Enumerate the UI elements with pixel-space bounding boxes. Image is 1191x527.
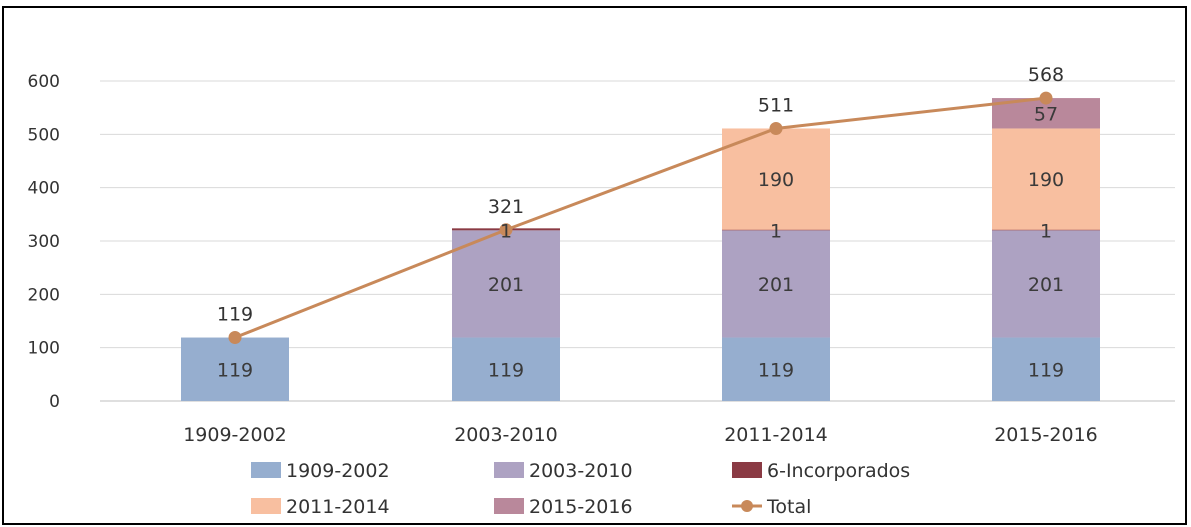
y-tick-label-100: 100 xyxy=(28,339,60,359)
data-label-1909-2002-1909-2002: 119 xyxy=(217,359,253,381)
legend-label-6-incorporados: 6-Incorporados xyxy=(767,460,910,482)
legend-swatch-2011-2014 xyxy=(251,498,281,514)
legend-marker-total xyxy=(741,500,753,512)
legend-label-1909-2002: 1909-2002 xyxy=(286,460,390,482)
y-tick-label-500: 500 xyxy=(28,125,60,145)
legend-swatch-1909-2002 xyxy=(251,462,281,478)
data-label-2015-2016-1909-2002: 119 xyxy=(1028,359,1064,381)
legend-item-2015-2016: 2015-2016 xyxy=(494,496,633,518)
bar-1909-2002-1909-2002 xyxy=(181,337,289,401)
total-point-2015-2016 xyxy=(1039,91,1053,105)
data-label-2011-2014-2003-2010: 201 xyxy=(758,274,794,296)
y-tick-label-400: 400 xyxy=(28,179,60,199)
total-line xyxy=(228,91,1053,345)
data-label-2003-2010-6-incorporados: 1 xyxy=(500,220,512,242)
data-label-2011-2014-1909-2002: 119 xyxy=(758,359,794,381)
bar-2015-2016-2011-2014 xyxy=(992,128,1100,230)
y-tick-label-200: 200 xyxy=(28,285,60,305)
legend-label-2011-2014: 2011-2014 xyxy=(286,496,390,518)
x-axis-categories: 1909-2002 2003-2010 2011-2014 2015-2016 xyxy=(183,424,1098,446)
data-label-2003-2010-2003-2010: 201 xyxy=(488,274,524,296)
x-category-label-2015-2016: 2015-2016 xyxy=(994,424,1098,446)
data-labels: 119 119 201 1 119 201 1 190 119 201 1 190 57 119 321 51… xyxy=(217,64,1064,381)
bars xyxy=(181,98,1100,401)
total-line-path xyxy=(234,96,1047,339)
legend-item-2003-2010: 2003-2010 xyxy=(494,460,633,482)
total-point-2003-2010 xyxy=(499,223,513,237)
bar-2011-2014-2011-2014 xyxy=(722,128,830,230)
data-label-2003-2010-1909-2002: 119 xyxy=(488,359,524,381)
legend-swatch-2003-2010 xyxy=(494,462,524,478)
y-axis-ticks: 0 100 200 300 400 500 600 xyxy=(28,72,60,412)
total-point-1909-2002 xyxy=(228,331,242,345)
total-label-1909-2002: 119 xyxy=(217,304,253,326)
legend-label-2003-2010: 2003-2010 xyxy=(529,460,633,482)
x-category-label-2003-2010: 2003-2010 xyxy=(454,424,558,446)
total-label-2011-2014: 511 xyxy=(758,94,794,116)
legend-item-2011-2014: 2011-2014 xyxy=(251,496,390,518)
x-category-label-2011-2014: 2011-2014 xyxy=(724,424,828,446)
data-label-2011-2014-2011-2014: 190 xyxy=(758,169,794,191)
x-category-label-1909-2002: 1909-2002 xyxy=(183,424,287,446)
legend-item-1909-2002: 1909-2002 xyxy=(251,460,390,482)
bar-2015-2016-1909-2002 xyxy=(992,337,1100,401)
bar-2015-2016-2003-2010 xyxy=(992,230,1100,338)
y-tick-label-0: 0 xyxy=(49,392,60,412)
legend: 1909-2002 2003-2010 6-Incorporados 2011-201… xyxy=(251,460,910,518)
legend-swatch-6-incorporados xyxy=(732,462,762,478)
total-label-2015-2016: 568 xyxy=(1028,64,1064,86)
total-label-2003-2010: 321 xyxy=(488,196,524,218)
total-point-2011-2014 xyxy=(769,121,783,135)
data-label-2015-2016-2011-2014: 190 xyxy=(1028,169,1064,191)
data-label-2011-2014-6-incorporados: 1 xyxy=(770,220,782,242)
chart-frame xyxy=(2,6,1187,525)
bar-2011-2014-1909-2002 xyxy=(722,337,830,401)
data-label-2015-2016-2015-2016: 57 xyxy=(1034,103,1058,125)
legend-swatch-2015-2016 xyxy=(494,498,524,514)
y-tick-label-600: 600 xyxy=(28,72,60,92)
bar-2003-2010-2003-2010 xyxy=(452,230,560,338)
legend-label-total: Total xyxy=(766,496,811,518)
y-tick-label-300: 300 xyxy=(28,232,60,252)
data-label-2015-2016-2003-2010: 201 xyxy=(1028,274,1064,296)
bar-2003-2010-1909-2002 xyxy=(452,337,560,401)
legend-item-6-incorporados: 6-Incorporados xyxy=(732,460,910,482)
legend-item-total: Total xyxy=(732,496,811,518)
bar-2011-2014-2003-2010 xyxy=(722,230,830,338)
data-label-2015-2016-6-incorporados: 1 xyxy=(1040,220,1052,242)
legend-label-2015-2016: 2015-2016 xyxy=(529,496,633,518)
